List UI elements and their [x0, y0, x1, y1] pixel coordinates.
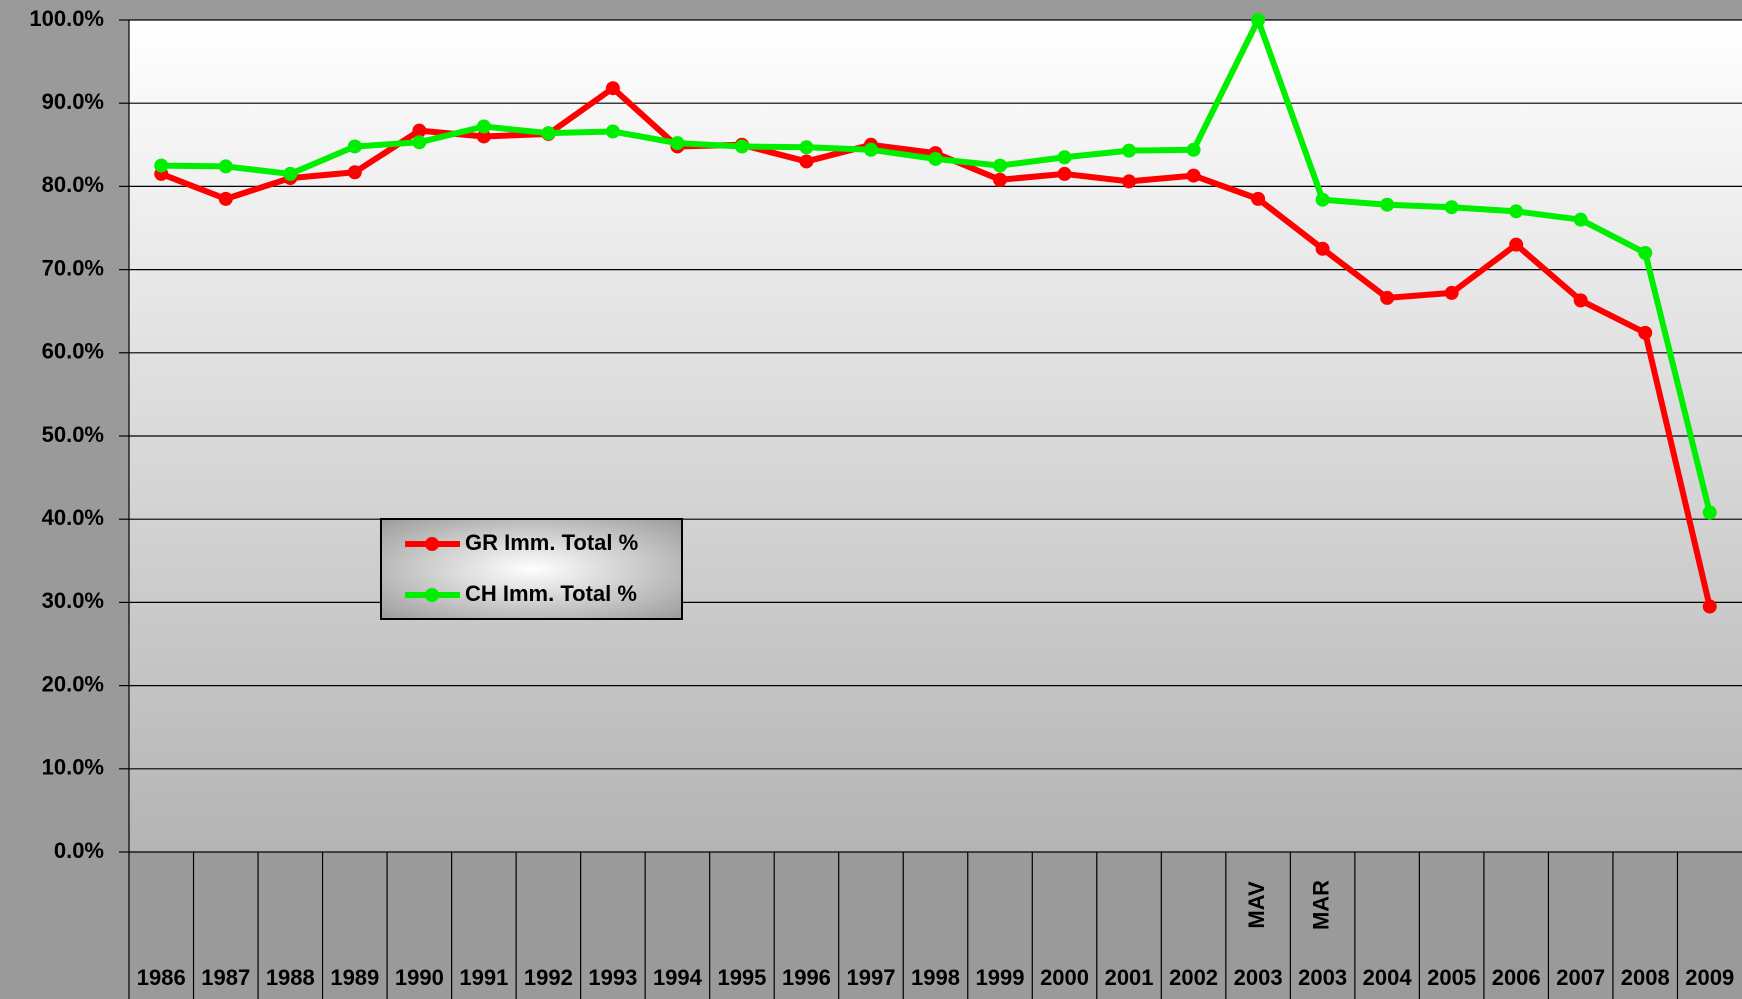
x-tick-label: 1987 — [201, 965, 250, 990]
x-tick-label: 2004 — [1363, 965, 1413, 990]
y-tick-label: 60.0% — [42, 339, 104, 364]
legend: GR Imm. Total % CH Imm. Total % — [380, 518, 683, 620]
data-point — [1315, 192, 1330, 207]
y-tick-label: 100.0% — [29, 6, 104, 31]
legend-label: CH Imm. Total % — [465, 581, 637, 606]
data-point — [734, 139, 749, 154]
x-tick-label: 1988 — [266, 965, 315, 990]
x-tick-label: 2008 — [1621, 965, 1670, 990]
y-tick-label: 50.0% — [42, 422, 104, 447]
legend-marker — [425, 537, 439, 551]
data-point — [347, 165, 362, 180]
x-tick-label: 1994 — [653, 965, 703, 990]
x-tick-label: 1997 — [847, 965, 896, 990]
data-point — [605, 81, 620, 96]
data-point — [412, 135, 427, 150]
data-point — [670, 136, 685, 151]
data-point — [1315, 241, 1330, 256]
data-point — [1186, 142, 1201, 157]
data-point — [1057, 150, 1072, 165]
data-point — [928, 151, 943, 166]
series-group — [154, 13, 1717, 614]
x-sublabel: MAR — [1308, 880, 1333, 930]
data-point — [1702, 505, 1717, 520]
x-tick-label: 1986 — [137, 965, 186, 990]
y-tick-label: 0.0% — [54, 838, 104, 863]
x-tick-label: 1999 — [976, 965, 1025, 990]
x-sublabel: MAV — [1244, 881, 1269, 929]
y-tick-label: 30.0% — [42, 588, 104, 613]
data-point — [541, 126, 556, 141]
data-point — [1509, 237, 1524, 252]
data-point — [283, 166, 298, 181]
y-tick-label: 20.0% — [42, 671, 104, 696]
data-point — [993, 158, 1008, 173]
y-tick-label: 90.0% — [42, 89, 104, 114]
data-point — [1702, 599, 1717, 614]
x-tick-label: 1991 — [459, 965, 508, 990]
x-tick-label: 2000 — [1040, 965, 1089, 990]
x-tick-label: 1993 — [588, 965, 637, 990]
data-point — [605, 124, 620, 139]
x-tick-label: 2007 — [1556, 965, 1605, 990]
data-point — [1638, 325, 1653, 340]
data-point — [799, 140, 814, 155]
x-tick-label: 1995 — [717, 965, 766, 990]
data-point — [1573, 293, 1588, 308]
data-point — [218, 159, 233, 174]
y-tick-label: 10.0% — [42, 755, 104, 780]
data-point — [1057, 166, 1072, 181]
data-point — [1638, 245, 1653, 260]
data-point — [476, 119, 491, 134]
data-point — [1251, 191, 1266, 206]
x-tick-label: 2003 — [1234, 965, 1283, 990]
data-point — [476, 129, 491, 144]
legend-box — [380, 518, 683, 620]
data-point — [1122, 143, 1137, 158]
data-point — [1444, 285, 1459, 300]
data-point — [1380, 197, 1395, 212]
x-tick-label: 2002 — [1169, 965, 1218, 990]
legend-marker — [425, 588, 439, 602]
data-point — [1122, 174, 1137, 189]
data-point — [218, 191, 233, 206]
data-point — [1509, 204, 1524, 219]
x-tick-label: 1992 — [524, 965, 573, 990]
x-tick-label: 2005 — [1427, 965, 1476, 990]
data-point — [993, 172, 1008, 187]
data-point — [1251, 13, 1266, 27]
y-tick-label: 40.0% — [42, 505, 104, 530]
data-point — [863, 142, 878, 157]
data-point — [1444, 200, 1459, 215]
data-point — [154, 158, 169, 173]
x-tick-label: 2006 — [1492, 965, 1541, 990]
x-tick-label: 2009 — [1685, 965, 1734, 990]
y-tick-label: 80.0% — [42, 172, 104, 197]
x-tick-label: 1990 — [395, 965, 444, 990]
data-point — [347, 139, 362, 154]
data-point — [412, 123, 427, 138]
data-point — [1573, 212, 1588, 227]
data-point — [1380, 290, 1395, 305]
x-tick-label: 2003 — [1298, 965, 1347, 990]
y-tick-label: 70.0% — [42, 255, 104, 280]
x-tick-label: 1996 — [782, 965, 831, 990]
x-tick-label: 1998 — [911, 965, 960, 990]
x-tick-label: 2001 — [1105, 965, 1154, 990]
legend-label: GR Imm. Total % — [465, 530, 638, 555]
x-tick-label: 1989 — [330, 965, 379, 990]
data-point — [799, 154, 814, 169]
data-point — [1186, 168, 1201, 183]
